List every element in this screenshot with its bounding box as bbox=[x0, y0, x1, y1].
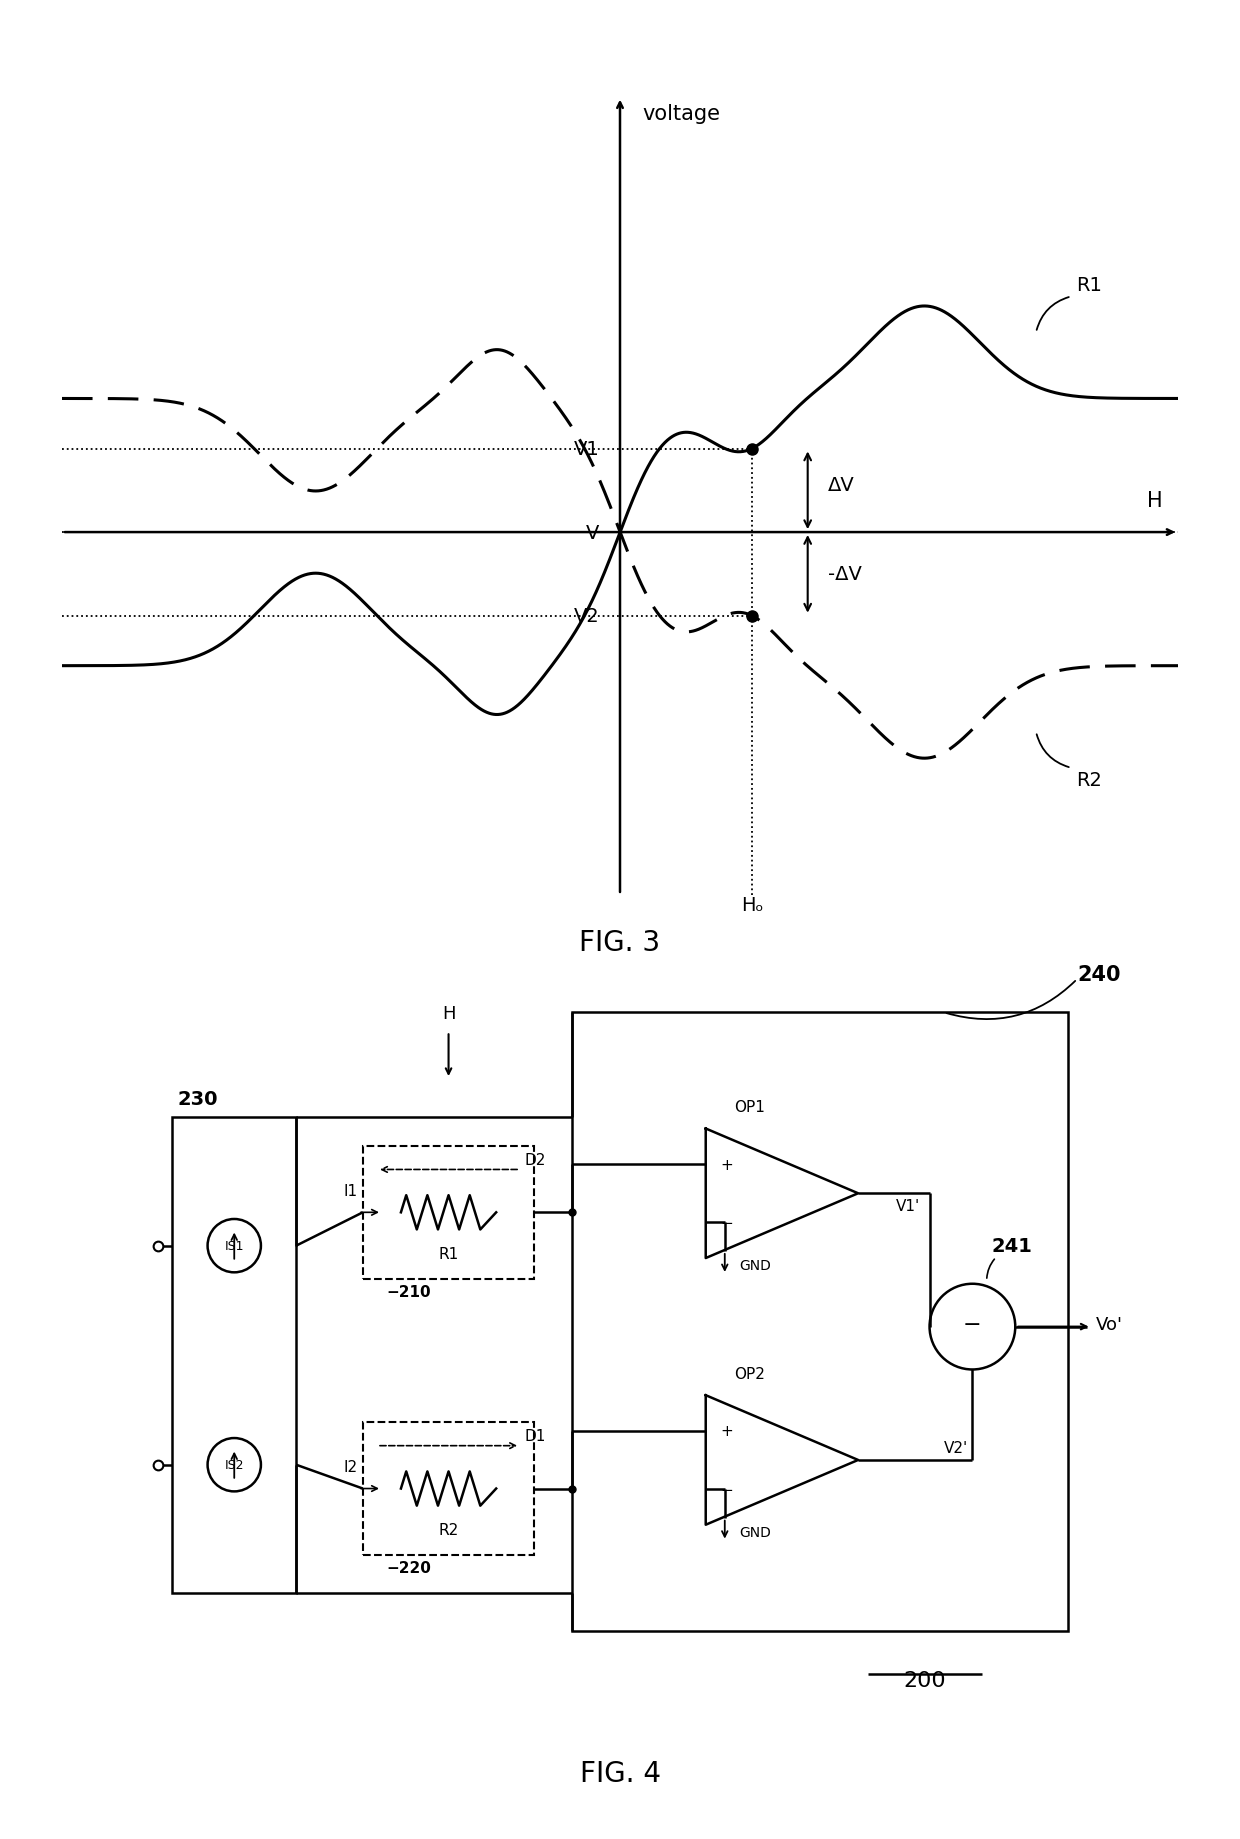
Text: R1: R1 bbox=[1076, 276, 1102, 294]
Text: R2: R2 bbox=[439, 1523, 459, 1537]
Text: −210: −210 bbox=[387, 1284, 432, 1298]
Text: V2: V2 bbox=[574, 607, 600, 625]
Text: H: H bbox=[1147, 491, 1163, 511]
Text: H: H bbox=[441, 1004, 455, 1022]
Text: V1: V1 bbox=[574, 440, 600, 458]
Text: voltage: voltage bbox=[642, 103, 720, 123]
Text: 230: 230 bbox=[177, 1089, 217, 1107]
Text: GND: GND bbox=[739, 1258, 771, 1273]
Bar bbox=[172, 1118, 296, 1593]
Text: -ΔV: -ΔV bbox=[828, 565, 862, 585]
Text: −: − bbox=[963, 1315, 982, 1333]
Text: D2: D2 bbox=[525, 1151, 546, 1168]
Text: 241: 241 bbox=[992, 1236, 1033, 1256]
Text: I2: I2 bbox=[343, 1460, 358, 1475]
Text: Hₒ: Hₒ bbox=[740, 896, 763, 914]
Text: +: + bbox=[720, 1157, 733, 1171]
Bar bbox=[363, 1146, 534, 1280]
Text: R1: R1 bbox=[439, 1247, 459, 1262]
Bar bbox=[363, 1422, 534, 1556]
Text: OP2: OP2 bbox=[734, 1366, 765, 1381]
Text: −220: −220 bbox=[387, 1559, 432, 1576]
Text: OP1: OP1 bbox=[734, 1100, 765, 1114]
Text: +: + bbox=[720, 1423, 733, 1438]
Text: I1: I1 bbox=[343, 1182, 358, 1199]
Text: ΔV: ΔV bbox=[828, 476, 854, 495]
Text: D1: D1 bbox=[525, 1429, 546, 1444]
Text: 200: 200 bbox=[904, 1670, 946, 1690]
Text: IS2: IS2 bbox=[224, 1458, 244, 1471]
Text: −: − bbox=[720, 1482, 733, 1497]
Text: FIG. 4: FIG. 4 bbox=[579, 1760, 661, 1788]
Text: −: − bbox=[720, 1216, 733, 1230]
Text: FIG. 3: FIG. 3 bbox=[579, 929, 661, 956]
Text: V1': V1' bbox=[895, 1199, 920, 1214]
Text: V2': V2' bbox=[944, 1440, 967, 1455]
Text: IS1: IS1 bbox=[224, 1239, 244, 1252]
Text: R2: R2 bbox=[1076, 771, 1102, 791]
Text: Vo': Vo' bbox=[1096, 1315, 1123, 1333]
Text: 240: 240 bbox=[1078, 965, 1121, 984]
Text: GND: GND bbox=[739, 1525, 771, 1539]
Bar bbox=[573, 1013, 1068, 1631]
Text: V: V bbox=[587, 524, 600, 543]
